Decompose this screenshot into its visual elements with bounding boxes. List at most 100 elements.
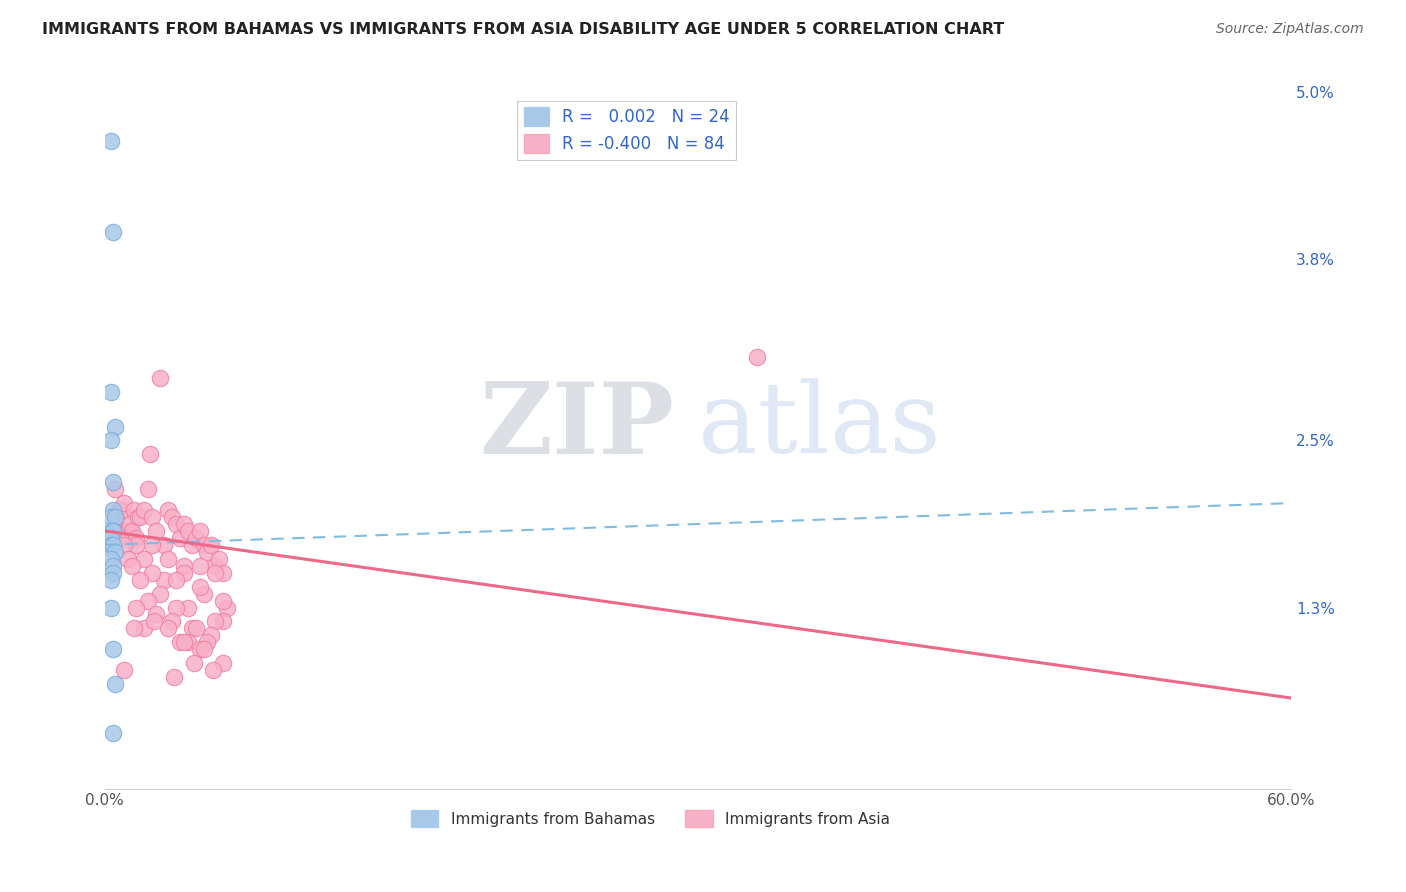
Point <box>121 558 143 573</box>
Point <box>217 600 239 615</box>
Point <box>101 475 124 490</box>
Point <box>204 566 226 580</box>
Point <box>134 503 156 517</box>
Point <box>141 538 163 552</box>
Point <box>103 677 125 691</box>
Point <box>200 538 222 552</box>
Point <box>177 600 200 615</box>
Point <box>114 496 136 510</box>
Point <box>208 551 231 566</box>
Point <box>100 524 122 538</box>
Point <box>139 447 162 461</box>
Point <box>173 558 195 573</box>
Point <box>156 503 179 517</box>
Text: IMMIGRANTS FROM BAHAMAS VS IMMIGRANTS FROM ASIA DISABILITY AGE UNDER 5 CORRELATI: IMMIGRANTS FROM BAHAMAS VS IMMIGRANTS FR… <box>42 22 1004 37</box>
Point <box>193 538 215 552</box>
Point <box>103 545 125 559</box>
Point <box>212 566 235 580</box>
Point <box>125 538 148 552</box>
Point <box>153 573 176 587</box>
Point <box>100 538 122 552</box>
Point <box>156 551 179 566</box>
Point <box>204 558 226 573</box>
Point <box>100 531 122 545</box>
Point <box>101 566 124 580</box>
Point <box>165 516 187 531</box>
Point <box>197 635 219 649</box>
Text: ZIP: ZIP <box>479 378 673 475</box>
Point <box>202 663 225 677</box>
Point <box>120 516 142 531</box>
Point <box>134 621 156 635</box>
Point <box>200 628 222 642</box>
Point <box>107 503 129 517</box>
Point <box>101 503 124 517</box>
Point <box>180 538 202 552</box>
Point <box>149 586 172 600</box>
Point <box>160 510 183 524</box>
Point <box>136 593 159 607</box>
Point <box>100 384 122 399</box>
Point <box>117 524 139 538</box>
Point <box>153 538 176 552</box>
Point <box>101 524 124 538</box>
Point <box>101 225 124 239</box>
Point <box>193 642 215 657</box>
Point <box>100 510 122 524</box>
Point <box>101 524 124 538</box>
Legend: Immigrants from Bahamas, Immigrants from Asia: Immigrants from Bahamas, Immigrants from… <box>405 805 896 833</box>
Point <box>177 635 200 649</box>
Point <box>188 558 211 573</box>
Point <box>103 510 125 524</box>
Point <box>169 635 191 649</box>
Text: Source: ZipAtlas.com: Source: ZipAtlas.com <box>1216 22 1364 37</box>
Point <box>100 573 122 587</box>
Point <box>121 524 143 538</box>
Point <box>197 545 219 559</box>
Point <box>747 350 769 364</box>
Point <box>183 657 205 671</box>
Point <box>165 600 187 615</box>
Point <box>114 663 136 677</box>
Point <box>141 510 163 524</box>
Point <box>124 621 146 635</box>
Point <box>184 621 207 635</box>
Point <box>101 538 124 552</box>
Point <box>177 524 200 538</box>
Point <box>173 566 195 580</box>
Point <box>111 503 134 517</box>
Point <box>145 607 167 622</box>
Point <box>212 593 235 607</box>
Point <box>169 531 191 545</box>
Point <box>134 551 156 566</box>
Point <box>100 134 122 148</box>
Point <box>160 615 183 629</box>
Point <box>110 503 132 517</box>
Point <box>188 524 211 538</box>
Point <box>145 524 167 538</box>
Point <box>129 510 152 524</box>
Point <box>115 524 138 538</box>
Point <box>100 434 122 448</box>
Point <box>149 371 172 385</box>
Point <box>117 551 139 566</box>
Point <box>125 600 148 615</box>
Point <box>136 482 159 496</box>
Point <box>100 600 122 615</box>
Point <box>184 531 207 545</box>
Point <box>212 615 235 629</box>
Point <box>173 635 195 649</box>
Point <box>163 670 186 684</box>
Point <box>180 621 202 635</box>
Point <box>125 531 148 545</box>
Point <box>105 510 128 524</box>
Point <box>204 615 226 629</box>
Point <box>143 615 166 629</box>
Point <box>188 642 211 657</box>
Point <box>101 642 124 657</box>
Point <box>188 580 211 594</box>
Point <box>101 726 124 740</box>
Point <box>127 510 149 524</box>
Point <box>212 657 235 671</box>
Point <box>193 586 215 600</box>
